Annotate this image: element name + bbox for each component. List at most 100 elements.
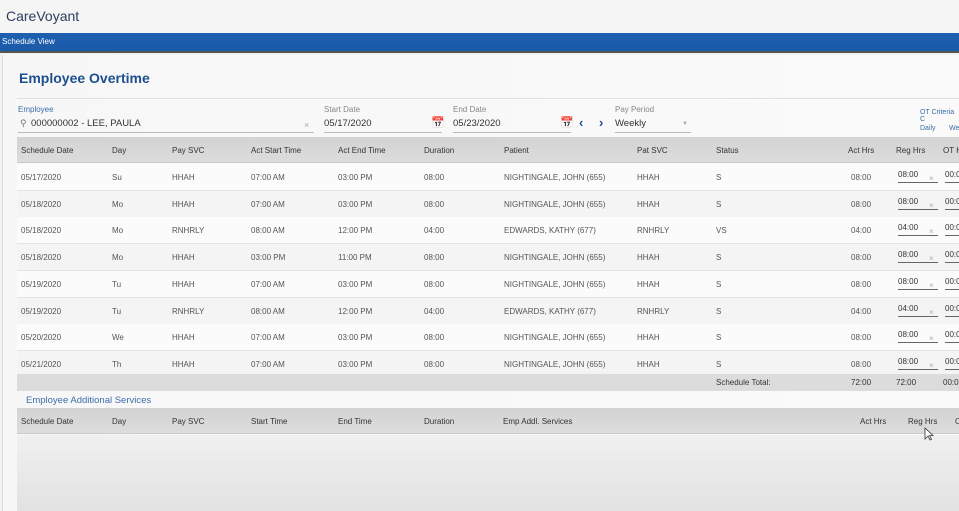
cell-schedule-date: 05/20/2020 [21, 333, 62, 343]
clear-icon[interactable]: × [929, 227, 934, 237]
employee-input[interactable]: 000000002 - LEE, PAULA [31, 118, 141, 129]
reg-hrs-input[interactable]: 04:00 [898, 223, 938, 237]
calendar-icon[interactable]: 📅 [431, 117, 445, 129]
cell-act-start-time: 07:00 AM [251, 279, 285, 289]
dropdown-arrow-icon[interactable]: ▼ [682, 121, 688, 127]
chevron-left-icon[interactable]: ‹ [579, 115, 584, 130]
col-end-time[interactable]: End Time [338, 417, 372, 426]
close-icon[interactable]: × [304, 120, 310, 130]
reg-hrs-input[interactable]: 08:00 [898, 277, 938, 290]
cell-day: We [112, 333, 124, 343]
schedule-totals-row: Schedule Total: 72:00 72:00 00:0 [17, 374, 959, 391]
clear-icon[interactable]: × [929, 174, 934, 183]
chevron-right-icon[interactable]: › [599, 115, 604, 130]
col-day[interactable]: Day [112, 417, 127, 426]
cell-patient: NIGHTINGALE, JOHN (655) [504, 199, 606, 209]
reg-hrs-input[interactable]: 04:00 [898, 304, 938, 317]
reg-hrs-input[interactable]: 08:00 [898, 357, 938, 370]
clear-icon[interactable]: × [929, 360, 934, 370]
table-row[interactable]: 05/18/2020 Mo HHAH 07:00 AM 03:00 PM 08:00 NIG… [17, 190, 959, 218]
table-row[interactable]: 05/18/2020 Mo HHAH 03:00 PM 11:00 PM 08:00 NIG… [17, 244, 959, 272]
table-row[interactable]: 05/19/2020 Tu HHAH 07:00 AM 03:00 PM 08:00 NIG… [17, 270, 959, 298]
ot-hrs-input[interactable]: 00:0 [945, 223, 959, 237]
col-ot-hrs[interactable]: OT H [943, 146, 959, 155]
ot-hrs-input[interactable]: 00:0 [945, 277, 959, 290]
col-reg-hrs[interactable]: Reg Hrs [896, 146, 926, 155]
cell-status: S [716, 279, 722, 289]
reg-hrs-input[interactable]: 08:00 [898, 330, 938, 344]
cell-act-hrs: 08:00 [851, 359, 872, 369]
ot-hrs-input[interactable]: 00:0 [945, 250, 959, 264]
ot-criteria-daily[interactable]: Daily [920, 125, 936, 132]
clear-icon[interactable]: × [929, 200, 934, 210]
cell-day: Mo [112, 253, 124, 263]
cell-duration: 08:00 [424, 199, 445, 209]
end-date-underline [453, 132, 571, 133]
clear-icon[interactable]: × [929, 254, 934, 264]
cell-patient: NIGHTINGALE, JOHN (655) [504, 253, 606, 263]
employee-underline [18, 132, 314, 133]
cell-patient: EDWARDS, KATHY (677) [504, 306, 596, 316]
clear-icon[interactable]: × [929, 307, 934, 317]
col-status[interactable]: Status [716, 146, 739, 155]
cell-pay-svc: HHAH [172, 279, 195, 289]
ot-criteria-label: OT Criteria C [920, 109, 955, 123]
clear-icon[interactable]: × [929, 334, 934, 344]
table-row[interactable]: 05/18/2020 Mo RNHRLY 08:00 AM 12:00 PM 04:00 E… [17, 217, 959, 245]
calendar-icon[interactable]: 📅 [560, 117, 574, 129]
col-duration[interactable]: Duration [424, 417, 455, 426]
col-emp-addl-services[interactable]: Emp Addl. Services [503, 417, 573, 426]
col-act-start-time[interactable]: Act Start Time [251, 146, 302, 155]
clear-icon[interactable]: × [929, 280, 934, 290]
col-reg-hrs[interactable]: Reg Hrs [908, 417, 938, 426]
col-patient[interactable]: Patient [504, 146, 529, 155]
col-pay-svc[interactable]: Pay SVC [172, 146, 205, 155]
divider [17, 98, 959, 99]
cell-act-start-time: 07:00 AM [251, 173, 285, 182]
ot-hrs-input[interactable]: 00:0 [945, 330, 959, 344]
table-row[interactable]: 05/19/2020 Tu RNHRLY 08:00 AM 12:00 PM 04:00 E… [17, 297, 959, 325]
ot-hrs-input[interactable]: 00:0 [945, 304, 959, 317]
col-day[interactable]: Day [112, 146, 127, 155]
pay-period-select[interactable]: Weekly [615, 118, 646, 129]
col-schedule-date[interactable]: Schedule Date [21, 146, 74, 155]
end-date-input[interactable]: 05/23/2020 [453, 118, 501, 129]
ot-hrs-input[interactable]: 00:0 [945, 170, 959, 183]
start-date-input[interactable]: 05/17/2020 [324, 118, 372, 129]
ot-hrs-input[interactable]: 00:0 [945, 197, 959, 210]
table-row[interactable]: 05/20/2020 We HHAH 07:00 AM 03:00 PM 08:00 NIG… [17, 324, 959, 352]
table-row[interactable]: 05/17/2020 Su HHAH 07:00 AM 03:00 PM 08:00 NIG… [17, 164, 959, 191]
col-act-end-time[interactable]: Act End Time [338, 146, 386, 155]
cell-act-hrs: 08:00 [851, 173, 872, 182]
col-act-hrs[interactable]: Act Hrs [848, 146, 875, 155]
cell-act-hrs: 04:00 [851, 306, 872, 316]
ot-hrs-input[interactable]: 00:0 [945, 357, 959, 370]
col-ot-hrs[interactable]: O [955, 417, 959, 426]
cell-act-start-time: 03:00 PM [251, 253, 286, 263]
col-pay-svc[interactable]: Pay SVC [172, 417, 205, 426]
reg-hrs-input[interactable]: 08:00 [898, 250, 938, 264]
cell-status: S [716, 333, 722, 343]
nav-item-schedule-view[interactable]: Schedule View [2, 37, 55, 46]
cell-pat-svc: HHAH [637, 199, 660, 209]
cell-pat-svc: HHAH [637, 359, 660, 369]
cell-pay-svc: RNHRLY [172, 226, 205, 236]
col-act-hrs[interactable]: Act Hrs [860, 417, 887, 426]
ot-criteria-weekly[interactable]: We [949, 125, 959, 132]
cell-schedule-date: 05/19/2020 [21, 306, 62, 316]
app-title: CareVoyant [6, 8, 80, 24]
col-duration[interactable]: Duration [424, 146, 455, 155]
cell-act-end-time: 12:00 PM [338, 226, 373, 236]
cell-act-end-time: 03:00 PM [338, 279, 373, 289]
reg-hrs-input[interactable]: 08:00 [898, 170, 938, 183]
reg-hrs-input[interactable]: 08:00 [898, 197, 938, 210]
cell-patient: NIGHTINGALE, JOHN (655) [504, 359, 606, 369]
cell-act-end-time: 03:00 PM [338, 199, 373, 209]
cell-pay-svc: HHAH [172, 359, 195, 369]
col-schedule-date[interactable]: Schedule Date [21, 417, 74, 426]
cell-pay-svc: HHAH [172, 199, 195, 209]
col-pat-svc[interactable]: Pat SVC [637, 146, 668, 155]
nav-bar: Schedule View [0, 33, 959, 53]
col-start-time[interactable]: Start Time [251, 417, 288, 426]
end-date-label: End Date [453, 105, 487, 114]
